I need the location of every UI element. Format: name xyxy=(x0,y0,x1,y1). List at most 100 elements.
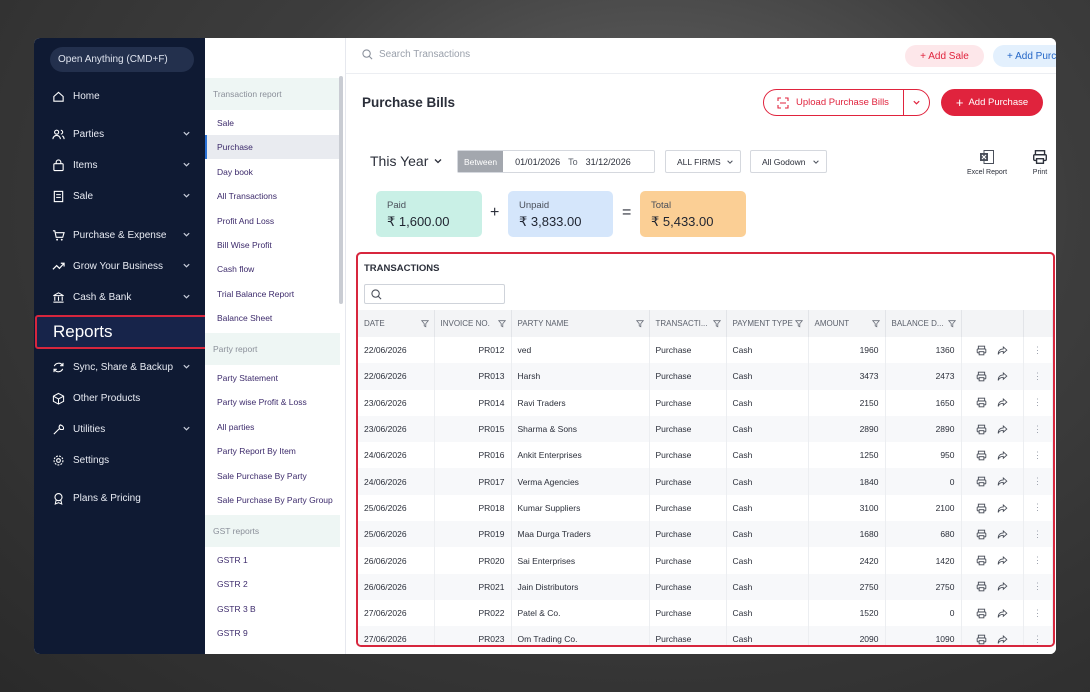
filter-icon[interactable] xyxy=(712,319,721,328)
report-item-purchase[interactable]: Purchase xyxy=(205,135,340,160)
share-row-icon[interactable] xyxy=(997,476,1008,487)
filter-icon[interactable] xyxy=(635,319,644,328)
period-select[interactable]: This Year xyxy=(370,153,443,169)
column-header[interactable]: TRANSACTI... xyxy=(649,310,727,337)
print-row-icon[interactable] xyxy=(976,608,987,619)
report-item-trial-balance-report[interactable]: Trial Balance Report xyxy=(217,288,295,299)
column-header[interactable]: PAYMENT TYPE xyxy=(726,310,809,337)
row-menu-icon[interactable]: ⋮ xyxy=(1023,337,1053,364)
report-item-profit-and-loss[interactable]: Profit And Loss xyxy=(217,215,275,226)
print-row-icon[interactable] xyxy=(976,450,987,461)
report-item-balance-sheet[interactable]: Balance Sheet xyxy=(217,313,273,324)
row-menu-icon[interactable]: ⋮ xyxy=(1023,626,1053,645)
report-item-sale-purchase-by-party-group[interactable]: Sale Purchase By Party Group xyxy=(217,495,333,505)
column-header[interactable]: DATE xyxy=(358,310,435,337)
filter-icon[interactable] xyxy=(497,319,506,328)
report-item-gstr-2[interactable]: GSTR 2 xyxy=(217,579,248,590)
row-menu-icon[interactable]: ⋮ xyxy=(1023,415,1053,443)
sidebar-item-purchase-expense[interactable]: Purchase & Expense xyxy=(34,222,205,248)
share-row-icon[interactable] xyxy=(997,608,1008,619)
row-menu-icon[interactable]: ⋮ xyxy=(1023,442,1053,469)
print-row-icon[interactable] xyxy=(976,555,987,566)
transactions-search-input[interactable] xyxy=(364,284,505,304)
row-menu-icon[interactable]: ⋮ xyxy=(1023,494,1053,522)
sidebar-item-sync-share-backup[interactable]: Sync, Share & Backup xyxy=(34,354,205,380)
report-item-sale[interactable]: Sale xyxy=(217,118,235,128)
print-row-icon[interactable] xyxy=(976,371,987,382)
report-item-gstr-1[interactable]: GSTR 1 xyxy=(217,555,248,565)
sidebar-item-other-products[interactable]: Other Products xyxy=(34,385,205,411)
print-row-icon[interactable] xyxy=(976,634,987,645)
row-menu-icon[interactable]: ⋮ xyxy=(1023,389,1053,416)
filter-icon[interactable] xyxy=(947,319,956,328)
godown-select[interactable]: All Godown xyxy=(750,150,827,173)
upload-purchase-bills-button[interactable]: Upload Purchase Bills xyxy=(763,89,930,116)
filter-icon[interactable] xyxy=(871,319,880,328)
column-header[interactable]: BALANCE D... xyxy=(885,310,962,337)
report-item-gstr-3-b[interactable]: GSTR 3 B xyxy=(217,603,256,614)
share-row-icon[interactable] xyxy=(997,503,1008,514)
upload-dropdown-toggle[interactable] xyxy=(904,98,929,107)
share-row-icon[interactable] xyxy=(997,634,1008,645)
filter-icon[interactable] xyxy=(420,319,429,328)
filter-icon[interactable] xyxy=(794,319,803,328)
report-item-party-wise-profit-loss[interactable]: Party wise Profit & Loss xyxy=(217,397,307,408)
print-row-icon[interactable] xyxy=(976,345,987,356)
table-row[interactable]: 25/06/2026 PR019 Maa Durga Traders Purchase… xyxy=(358,521,1053,548)
table-row[interactable]: 23/06/2026 PR015 Sharma & Sons Purchase Cash… xyxy=(358,415,1053,443)
share-row-icon[interactable] xyxy=(997,345,1008,356)
row-menu-icon[interactable]: ⋮ xyxy=(1023,363,1053,390)
share-row-icon[interactable] xyxy=(997,555,1008,566)
row-menu-icon[interactable]: ⋮ xyxy=(1023,573,1053,600)
table-row[interactable]: 23/06/2026 PR014 Ravi Traders Purchase Cash 2… xyxy=(358,389,1053,416)
table-row[interactable]: 27/06/2026 PR023 Om Trading Co. Purchase Cas… xyxy=(358,626,1053,645)
row-menu-icon[interactable]: ⋮ xyxy=(1023,599,1053,627)
search-transactions[interactable]: Search Transactions xyxy=(362,49,470,60)
firm-select[interactable]: ALL FIRMS xyxy=(665,150,741,173)
report-item-party-report-by-item[interactable]: Party Report By Item xyxy=(217,446,296,457)
table-row[interactable]: 22/06/2026 PR013 Harsh Purchase Cash 3473 2473… xyxy=(358,363,1053,390)
report-item-bill-wise-profit[interactable]: Bill Wise Profit xyxy=(217,240,272,250)
open-anything-button[interactable]: Open Anything (CMD+F) xyxy=(50,47,194,72)
table-row[interactable]: 26/06/2026 PR021 Jain Distributors Purchase… xyxy=(358,573,1053,600)
print-row-icon[interactable] xyxy=(976,476,987,487)
column-header[interactable]: PARTY NAME xyxy=(511,310,650,337)
sidebar-item-plans-pricing[interactable]: Plans & Pricing xyxy=(34,485,205,511)
column-header[interactable]: INVOICE NO. xyxy=(434,310,512,337)
report-item-party-statement[interactable]: Party Statement xyxy=(217,373,278,383)
row-menu-icon[interactable]: ⋮ xyxy=(1023,468,1053,495)
share-row-icon[interactable] xyxy=(997,450,1008,461)
sidebar-item-items[interactable]: Items xyxy=(34,152,205,178)
report-item-cash-flow[interactable]: Cash flow xyxy=(217,264,255,275)
report-list-scrollbar[interactable] xyxy=(339,76,343,304)
excel-report-button[interactable]: Excel Report xyxy=(967,149,1007,176)
table-row[interactable]: 24/06/2026 PR017 Verma Agencies Purchase Cas… xyxy=(358,468,1053,495)
print-row-icon[interactable] xyxy=(976,581,987,592)
report-item-day-book[interactable]: Day book xyxy=(217,166,253,177)
add-purchase-button[interactable]: + Add Purchase xyxy=(941,89,1043,116)
report-item-all-transactions[interactable]: All Transactions xyxy=(217,191,277,202)
sidebar-item-settings[interactable]: Settings xyxy=(34,447,205,473)
add-purchase-top-button[interactable]: + Add Purchase xyxy=(993,45,1056,67)
table-row[interactable]: 26/06/2026 PR020 Sai Enterprises Purchase Ca… xyxy=(358,547,1053,574)
sidebar-item-parties[interactable]: Parties xyxy=(34,121,205,147)
print-row-icon[interactable] xyxy=(976,529,987,540)
sidebar-item-cash-bank[interactable]: Cash & Bank xyxy=(34,284,205,310)
sidebar-item-home[interactable]: Home xyxy=(34,83,205,109)
add-sale-button[interactable]: + Add Sale xyxy=(905,45,984,67)
share-row-icon[interactable] xyxy=(997,581,1008,592)
row-menu-icon[interactable]: ⋮ xyxy=(1023,521,1053,548)
sidebar-item-grow-your-business[interactable]: Grow Your Business xyxy=(34,253,205,279)
sidebar-item-sale[interactable]: Sale xyxy=(34,183,205,209)
share-row-icon[interactable] xyxy=(997,529,1008,540)
print-row-icon[interactable] xyxy=(976,424,987,435)
table-row[interactable]: 27/06/2026 PR022 Patel & Co. Purchase Cash 15… xyxy=(358,599,1053,627)
row-menu-icon[interactable]: ⋮ xyxy=(1023,547,1053,574)
print-row-icon[interactable] xyxy=(976,397,987,408)
table-row[interactable]: 22/06/2026 PR012 ved Purchase Cash 1960 1360 ⋮ xyxy=(358,337,1053,364)
print-button[interactable]: Print xyxy=(1032,149,1048,176)
from-date-input[interactable]: 01/01/2026 xyxy=(515,156,561,167)
table-row[interactable]: 25/06/2026 PR018 Kumar Suppliers Purchase Ca… xyxy=(358,494,1053,522)
share-row-icon[interactable] xyxy=(997,424,1008,435)
print-row-icon[interactable] xyxy=(976,503,987,514)
